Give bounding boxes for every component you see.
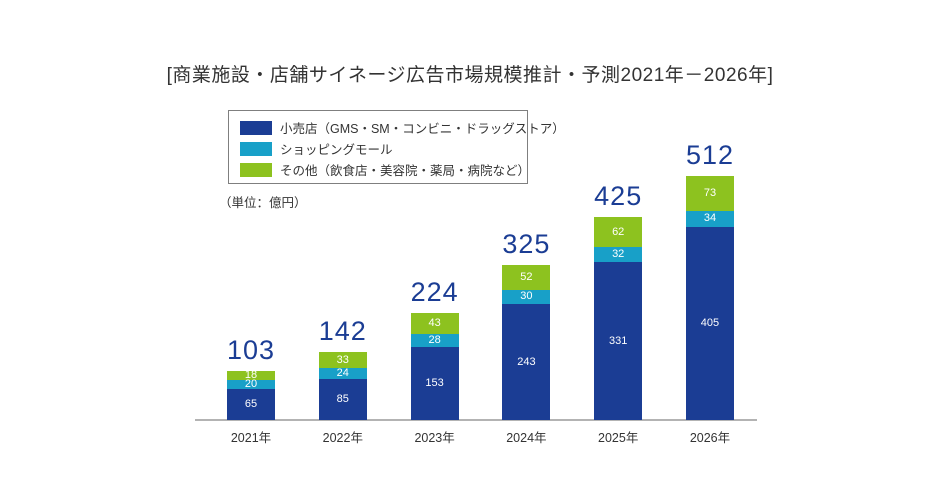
legend-label: 小売店（GMS・SM・コンビニ・ドラッグストア）: [280, 122, 565, 136]
plot-area: 103 18 20 65 2021年 142 33 24 85 2022年 224 43 28 153 20…: [227, 0, 734, 445]
legend-item-1: ショッピングモール: [240, 138, 527, 159]
bar-total-label: 142: [318, 316, 367, 347]
segment-value-label: 243: [517, 355, 536, 368]
segment-value-label: 43: [428, 316, 441, 329]
x-axis-label: 2021年: [230, 431, 272, 445]
segment-value-label: 52: [520, 270, 533, 283]
x-axis-label: 2025年: [598, 431, 639, 445]
segment-value-label: 30: [520, 290, 533, 303]
x-axis-label: 2022年: [322, 431, 363, 445]
bar-group-2024: 325 52 30 243 2024年: [502, 229, 551, 445]
x-axis-label: 2024年: [506, 431, 547, 445]
bar-segment-series-2: 73: [685, 175, 734, 211]
x-axis-label: 2023年: [414, 431, 455, 445]
chart-title: [商業施設・店舗サイネージ広告市場規模推計・予測2021年－2026年]: [166, 65, 774, 86]
segment-value-label: 33: [336, 353, 349, 366]
bar-total-label: 512: [685, 139, 735, 170]
bar-segment-series-2: 52: [502, 265, 551, 290]
legend-item-2: その他（飲食店・美容院・薬局・病院など）: [240, 159, 531, 180]
bar-segment-series-0: 85: [318, 379, 367, 420]
segment-value-label: 32: [612, 248, 625, 261]
bar-segment-series-2: 18: [227, 368, 275, 381]
segment-value-label: 65: [244, 398, 258, 410]
legend-item-0: 小売店（GMS・SM・コンビニ・ドラッグストア）: [240, 117, 565, 138]
segment-value-label: 331: [609, 334, 628, 347]
segment-value-label: 28: [428, 333, 441, 346]
segment-value-label: 24: [336, 367, 349, 380]
segment-value-label: 85: [336, 393, 349, 406]
bar-segment-series-0: 65: [227, 389, 275, 420]
bar-group-2023: 224 43 28 153 2023年: [410, 277, 459, 445]
bar-group-2021: 103 18 20 65 2021年: [227, 335, 275, 445]
bar-segment-series-1: 20: [227, 377, 275, 390]
segment-value-label: 20: [244, 377, 258, 390]
bar-total-label: 325: [502, 229, 551, 259]
bar-group-2022: 142 33 24 85 2022年: [318, 316, 367, 445]
segment-value-label: 73: [703, 186, 717, 199]
legend-label: ショッピングモール: [280, 143, 393, 157]
unit-label: （単位：億円）: [219, 196, 307, 210]
bar-segment-series-2: 43: [410, 313, 459, 334]
segment-value-label: 62: [612, 225, 625, 238]
x-axis-line: [195, 419, 757, 421]
bar-segment-series-1: 24: [318, 367, 367, 380]
segment-value-label: 18: [244, 368, 258, 381]
bar-segment-series-0: 153: [410, 347, 459, 420]
segment-value-label: 34: [703, 212, 717, 225]
bar-segment-series-0: 331: [594, 262, 643, 420]
legend-box: 小売店（GMS・SM・コンビニ・ドラッグストア） ショッピングモールその他（飲食店…: [228, 110, 565, 184]
bar-segment-series-2: 33: [318, 352, 367, 368]
bar-total-label: 103: [226, 334, 276, 365]
bar-total-label: 425: [594, 181, 643, 212]
bar-segment-series-1: 32: [594, 246, 643, 263]
bar-segment-series-2: 62: [594, 217, 643, 247]
bar-segment-series-1: 34: [685, 210, 734, 227]
legend-swatch-icon: [240, 162, 272, 177]
bar-segment-series-1: 30: [502, 289, 551, 305]
bar-segment-series-0: 405: [685, 226, 734, 420]
bar-group-2025: 425 62 32 331 2025年: [594, 181, 643, 445]
bar-total-label: 224: [410, 277, 459, 308]
legend-label: その他（飲食店・美容院・薬局・病院など）: [280, 164, 531, 178]
segment-value-label: 153: [425, 377, 444, 390]
bar-segment-series-0: 243: [502, 304, 551, 420]
legend-swatch-icon: [240, 120, 272, 135]
segment-value-label: 405: [700, 316, 720, 329]
bar-group-2026: 512 73 34 405 2026年: [685, 140, 734, 445]
x-axis-label: 2026年: [689, 431, 731, 445]
bar-segment-series-1: 28: [410, 333, 459, 348]
legend-swatch-icon: [240, 141, 272, 156]
